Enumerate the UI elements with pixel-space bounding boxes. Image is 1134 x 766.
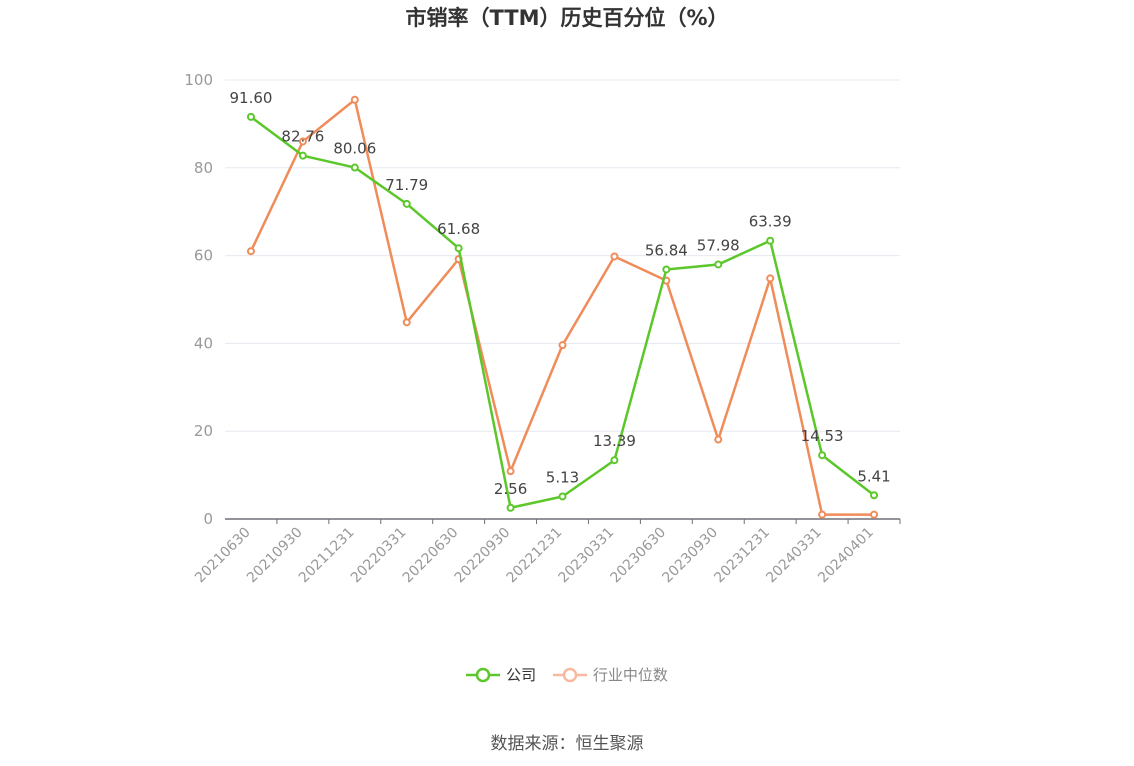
data-point (610, 252, 619, 261)
data-point (870, 491, 879, 500)
data-point (870, 510, 879, 519)
y-tick-label: 20 (194, 422, 213, 440)
data-point (402, 199, 411, 208)
data-label: 82.76 (281, 128, 324, 146)
x-tick-label: 20211231 (296, 525, 358, 587)
x-tick-label: 20221231 (504, 525, 566, 587)
data-label: 57.98 (697, 236, 740, 254)
legend-item-company[interactable]: 公司 (466, 664, 536, 685)
y-tick-label: 0 (203, 510, 213, 528)
data-label: 13.39 (593, 432, 636, 450)
y-tick-label: 80 (194, 159, 213, 177)
data-label: 5.41 (857, 467, 890, 485)
data-point (298, 151, 307, 160)
x-tick-label: 20230331 (556, 525, 618, 587)
data-label: 71.79 (385, 176, 428, 194)
x-tick-label: 20220331 (348, 525, 410, 587)
y-tick-labels: 0 20 40 60 80 100 (184, 71, 213, 528)
x-tick-label: 20210630 (192, 525, 254, 587)
data-point (818, 510, 827, 519)
grid-lines (225, 79, 900, 432)
y-tick-label: 100 (184, 71, 213, 89)
data-point (350, 163, 359, 172)
data-point (402, 318, 411, 327)
data-point (766, 236, 775, 245)
data-label: 80.06 (333, 140, 376, 158)
x-tick-label: 20231231 (711, 525, 773, 587)
data-point (558, 341, 567, 350)
data-point (246, 112, 255, 121)
data-point (714, 435, 723, 444)
data-point (610, 456, 619, 465)
x-tick-label: 20240331 (763, 525, 825, 587)
legend-label-company: 公司 (506, 666, 537, 684)
series-line-company (250, 115, 875, 510)
legend-label-industry: 行业中位数 (592, 666, 668, 684)
data-point (714, 260, 723, 269)
data-labels: 91.60 82.76 80.06 71.79 61.68 2.56 5.13 13.39 56… (229, 89, 890, 498)
legend: 公司 行业中位数 (0, 664, 1134, 687)
source-note: 数据来源：恒生聚源 (490, 734, 644, 754)
data-point (558, 492, 567, 501)
data-point (662, 265, 671, 274)
series-lines (246, 95, 879, 519)
legend-line-marker-icon (466, 667, 501, 682)
data-point (818, 451, 827, 460)
legend-item-industry[interactable]: 行业中位数 (552, 664, 668, 685)
x-tick-labels: 2021063020210930202112312022033120220630… (192, 519, 901, 587)
x-tick-label: 20230930 (659, 525, 721, 587)
data-label: 61.68 (437, 220, 480, 238)
data-point (298, 137, 307, 146)
legend-line-marker-icon (552, 667, 587, 682)
series-line-industry (249, 98, 875, 516)
data-point (506, 467, 515, 476)
data-label: 91.60 (229, 89, 272, 107)
x-tick-label: 20240401 (815, 525, 877, 587)
x-tick-label: 20220930 (452, 525, 514, 587)
data-label: 56.84 (645, 241, 688, 259)
x-tick-label: 20210930 (244, 525, 306, 587)
data-point (246, 247, 255, 256)
data-point (454, 244, 463, 253)
data-label: 63.39 (749, 213, 792, 231)
y-tick-label: 60 (194, 247, 213, 265)
y-tick-label: 40 (194, 334, 213, 352)
data-label: 2.56 (494, 480, 527, 498)
x-tick-label: 20220630 (400, 525, 462, 587)
data-point (350, 95, 359, 104)
data-point (506, 503, 515, 512)
data-label: 5.13 (546, 468, 579, 486)
data-point (766, 274, 775, 283)
x-tick-label: 20230630 (607, 525, 669, 587)
data-label: 14.53 (801, 427, 844, 445)
chart-title: 市销率（TTM）历史百分位（%） (405, 6, 729, 30)
